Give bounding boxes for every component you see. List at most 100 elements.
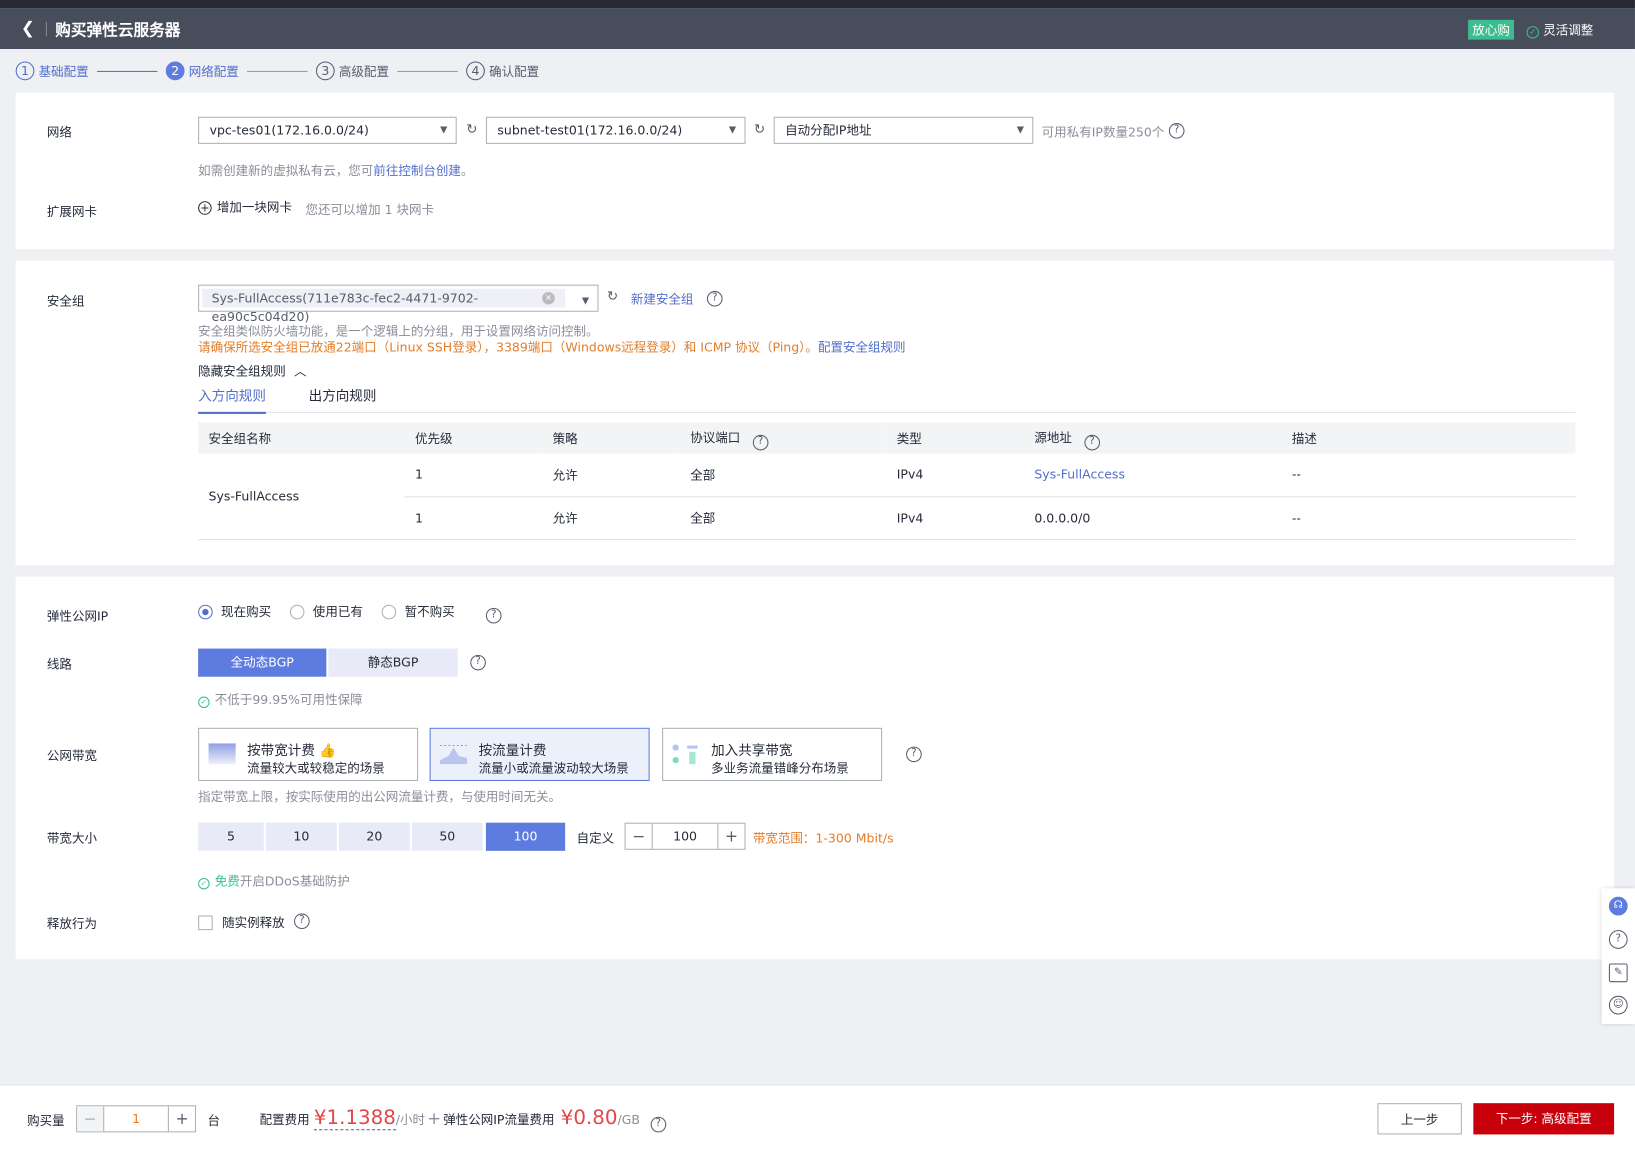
bandwidth-stepper[interactable]: − 100 + [624,822,746,850]
size-option[interactable]: 10 [265,822,337,851]
stepper-nav: 1 基础配置 2 网络配置 3 高级配置 4 确认配置 [15,60,540,81]
ip-price: ¥0.80 [560,1106,618,1130]
billing-by-bandwidth[interactable]: 按带宽计费 👍 流量较大或较稳定的场景 [198,727,419,781]
hint-text: 。 [460,163,474,179]
minus-icon[interactable]: − [77,1106,103,1132]
ip-availability: 可用私有IP数量250个 [1041,125,1165,140]
step-1[interactable]: 1 基础配置 [15,61,89,81]
radio-unchecked [289,604,305,619]
check-circle-icon: ✓ [1526,26,1540,39]
column-header: 协议端口 ? [679,422,887,454]
help-icon[interactable]: ? [1608,930,1628,949]
step-2[interactable]: 2 网络配置 [165,61,239,81]
step-number: 2 [165,61,185,81]
release-checkbox[interactable]: 随实例释放 [198,913,285,931]
new-security-group-link[interactable]: 新建安全组 [630,291,694,307]
billing-shared-bandwidth[interactable]: 加入共享带宽 多业务流量错峰分布场景 [662,727,883,781]
price-summary: 配置费用 ¥1.1388 /小时 + 弹性公网IP流量费用 ¥0.80 /GB … [259,1106,667,1133]
caret-down-icon: ▼ [440,125,448,136]
help-icon[interactable]: ? [294,913,310,930]
help-icon[interactable]: ? [706,290,723,307]
page-title: 购买弹性云服务器 [55,20,181,40]
console-link[interactable]: 前往控制台创建 [373,163,461,179]
add-nic-button[interactable]: + 增加一块网卡 [198,198,292,216]
quantity-stepper[interactable]: − 1 + [76,1105,197,1133]
back-icon[interactable]: ❮ [20,17,35,38]
radio-use-existing[interactable]: 使用已有 [289,603,363,621]
plus-icon[interactable]: + [175,1109,189,1129]
plus-icon[interactable]: + [724,826,739,846]
release-label: 释放行为 [46,916,97,932]
security-warning: 请确保所选安全组已放通22端口（Linux SSH登录），3389端口（Wind… [198,338,905,356]
size-option[interactable]: 20 [338,822,410,851]
refresh-icon[interactable]: ↻ [466,121,478,138]
size-option[interactable]: 50 [411,822,483,851]
refresh-icon[interactable]: ↻ [606,288,619,305]
radio-buy-now[interactable]: 现在购买 [198,603,271,621]
radio-label: 现在购买 [221,604,272,620]
flex-adjust[interactable]: ✓ 灵活调整 [1526,21,1594,39]
source-cell: 0.0.0.0/0 [1023,496,1282,540]
selected-tag: Sys-FullAccess(711e783c-fec2-4471-9702-e… [202,288,566,324]
bandwidth-input[interactable]: 100 [651,823,719,849]
divider [45,21,47,37]
config-fee-label: 配置费用 [259,1112,310,1128]
step-number: 1 [15,61,35,81]
radio-label: 使用已有 [312,604,363,620]
config-price[interactable]: ¥1.1388 [313,1106,396,1131]
headset-icon[interactable]: ☊ [1608,896,1628,916]
step-label: 确认配置 [489,64,540,79]
table-row: 1 允许 全部 IPv4 0.0.0.0/0 -- [198,496,1576,540]
flex-adjust-label: 灵活调整 [1543,22,1594,38]
billing-subtitle: 流量小或流量波动较大场景 [478,761,629,776]
ddos-note: ✓ 免费开启DDoS基础防护 [198,872,350,890]
step-label: 网络配置 [188,64,239,79]
vpc-select[interactable]: vpc-tes01(172.16.0.0/24) ▼ [198,116,457,144]
help-icon[interactable]: ? [1168,123,1185,139]
help-icon[interactable]: ? [752,434,769,450]
help-icon[interactable]: ? [1084,434,1100,450]
caret-down-icon: ▼ [1016,125,1024,136]
line-static-bgp[interactable]: 静态BGP [328,648,458,677]
source-link[interactable]: Sys-FullAccess [1023,453,1282,497]
chevron-up-icon: ︿ [294,363,307,379]
hide-rules-toggle[interactable]: 隐藏安全组规则 ︿ [198,362,306,380]
minus-icon[interactable]: − [632,826,646,846]
table-row: Sys-FullAccess 1 允许 全部 IPv4 Sys-FullAcce… [198,453,1576,540]
next-button[interactable]: 下一步: 高级配置 [1473,1103,1615,1135]
line-dynamic-bgp[interactable]: 全动态BGP [198,648,327,677]
tab-outbound[interactable]: 出方向规则 [308,388,377,405]
billing-title: 加入共享带宽 [711,743,793,760]
port-cell: 全部 [679,496,887,540]
smile-icon[interactable]: ☺ [1608,995,1628,1015]
footer-bar: 购买量 − 1 + 台 配置费用 ¥1.1388 /小时 + 弹性公网IP流量费… [0,1084,1635,1151]
radio-label: 暂不购买 [404,604,455,620]
hint-text: 如需创建新的虚拟私有云，您可 [198,163,374,179]
help-icon[interactable]: ? [485,607,502,624]
subnet-select[interactable]: subnet-test01(172.16.0.0/24) ▼ [485,116,746,144]
refresh-icon[interactable]: ↻ [753,121,766,138]
prev-button[interactable]: 上一步 [1377,1103,1462,1135]
quantity-input[interactable]: 1 [102,1106,170,1132]
ip-select[interactable]: 自动分配IP地址 ▼ [773,116,1034,144]
help-icon[interactable]: ? [650,1116,667,1133]
line-note-text: 不低于99.95%可用性保障 [214,692,363,707]
network-card: 网络 vpc-tes01(172.16.0.0/24) ▼ ↻ subnet-te… [15,92,1615,250]
config-rules-link[interactable]: 配置安全组规则 [817,339,906,355]
edit-note-icon[interactable]: ✎ [1608,963,1628,983]
plus-circle-icon: + [198,201,212,215]
step-label: 高级配置 [338,64,389,79]
column-header: 安全组名称 [198,422,405,454]
clear-icon[interactable]: ✕ [542,291,555,305]
help-icon[interactable]: ? [470,654,486,671]
size-option-selected[interactable]: 100 [485,822,566,851]
billing-subtitle: 流量较大或较稳定的场景 [247,761,385,776]
tab-inbound[interactable]: 入方向规则 [198,385,266,414]
radio-not-buy[interactable]: 暂不购买 [381,603,455,621]
size-option[interactable]: 5 [198,822,264,851]
help-icon[interactable]: ? [906,746,922,763]
security-group-select[interactable]: Sys-FullAccess(711e783c-fec2-4471-9702-e… [198,284,599,324]
billing-by-traffic[interactable]: 按流量计费 流量小或流量波动较大场景 [429,727,650,781]
page-header: ❮ 购买弹性云服务器 放心购 ✓ 灵活调整 [0,8,1635,50]
floating-toolbar: ☊ ? ✎ ☺ [1601,888,1635,1024]
